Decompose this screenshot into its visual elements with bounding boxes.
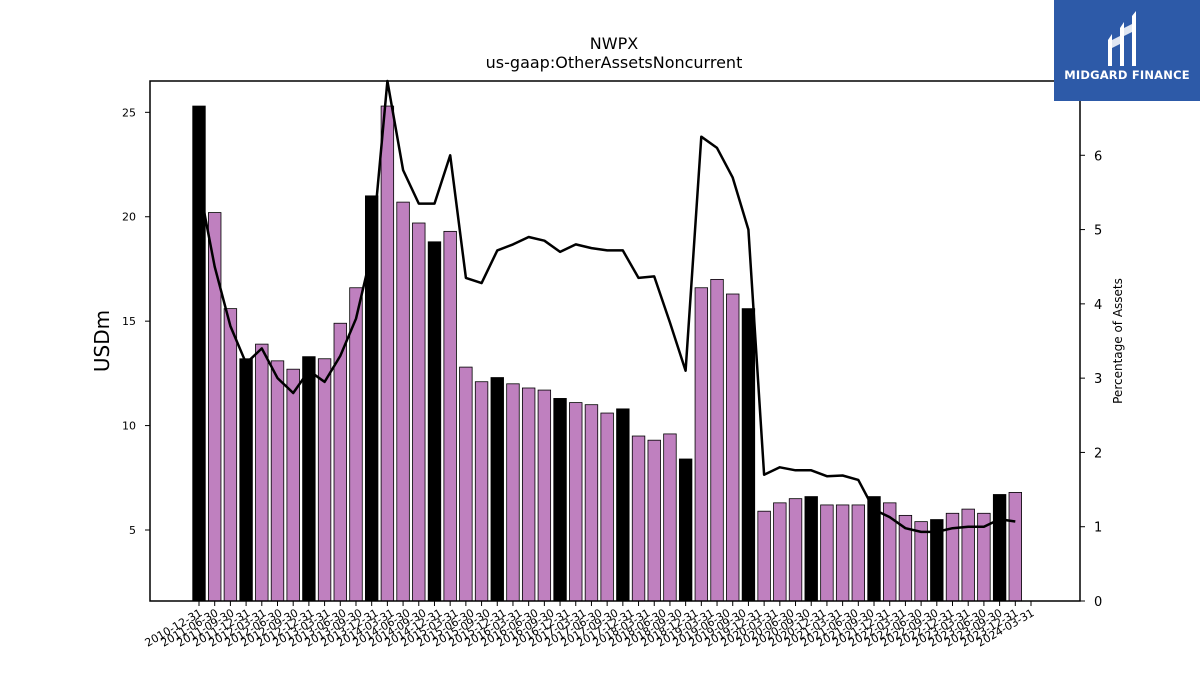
line-group — [197, 79, 1016, 534]
logo-text: MIDGARD FINANCE — [1064, 68, 1190, 82]
bar — [757, 510, 771, 602]
bar — [820, 504, 834, 602]
y-axis-label: USDm — [90, 310, 114, 372]
bar — [961, 508, 975, 602]
y2-tick-label: 1 — [1094, 521, 1102, 536]
logo-mark-icon — [1108, 11, 1136, 66]
bar — [804, 496, 818, 602]
y-tick-label: 20 — [122, 211, 136, 224]
bar — [459, 366, 473, 602]
bar — [553, 398, 567, 602]
bar — [678, 458, 693, 602]
y2-tick-label: 6 — [1094, 149, 1102, 164]
bar — [788, 498, 803, 602]
bar — [569, 402, 583, 602]
chart-subtitle: us-gaap:OtherAssetsNoncurrent — [486, 53, 743, 72]
series-line — [197, 79, 1016, 534]
bar — [710, 278, 724, 602]
bar — [537, 389, 552, 602]
bar — [412, 222, 426, 602]
bar — [600, 412, 614, 602]
bar — [255, 343, 269, 602]
bar-group — [192, 105, 1022, 602]
bar — [506, 383, 520, 602]
bar — [647, 439, 661, 602]
bar — [741, 308, 756, 602]
bar — [945, 512, 960, 602]
bar — [302, 356, 316, 602]
x-axis: 2010-12-312011-06-302011-09-302011-12-31… — [143, 601, 1037, 650]
logo: MIDGARD FINANCE — [1054, 0, 1200, 101]
bar — [396, 201, 410, 602]
y2-axis-label: Percentage of Assets — [1111, 278, 1125, 404]
bar — [239, 358, 253, 602]
chart-title: NWPX — [590, 34, 638, 53]
y2-tick-label: 2 — [1094, 446, 1102, 461]
bar — [317, 358, 332, 602]
bar — [584, 404, 599, 602]
y-tick-label: 25 — [122, 106, 136, 119]
bar — [270, 360, 285, 602]
bar — [1008, 492, 1022, 602]
y-tick-label: 10 — [122, 420, 136, 433]
bar — [616, 408, 630, 602]
bar — [349, 287, 363, 602]
bar — [663, 433, 677, 602]
bar — [992, 494, 1007, 602]
bar — [223, 308, 238, 602]
bar — [914, 521, 928, 602]
y-tick-label: 15 — [122, 315, 136, 328]
y2-tick-label: 5 — [1094, 224, 1102, 239]
bar — [443, 230, 457, 602]
bar — [427, 241, 442, 602]
bar — [490, 377, 504, 602]
bar — [851, 504, 865, 602]
y-tick-label: 5 — [129, 524, 136, 537]
bar — [694, 287, 709, 602]
left-axis: 5 10 15 20 25 — [122, 106, 150, 537]
plot-frame — [149, 80, 1081, 602]
bar — [726, 293, 740, 602]
bar — [835, 504, 850, 602]
bar — [286, 368, 300, 602]
y2-tick-label: 0 — [1094, 595, 1102, 610]
bar — [474, 381, 489, 602]
bar — [521, 387, 536, 602]
y2-tick-label: 4 — [1094, 298, 1102, 313]
bar — [773, 502, 787, 602]
y2-tick-label: 3 — [1094, 372, 1102, 387]
right-axis: 01234567 — [1080, 75, 1102, 610]
bar — [380, 105, 395, 602]
bar — [631, 435, 646, 602]
bar — [192, 105, 206, 602]
